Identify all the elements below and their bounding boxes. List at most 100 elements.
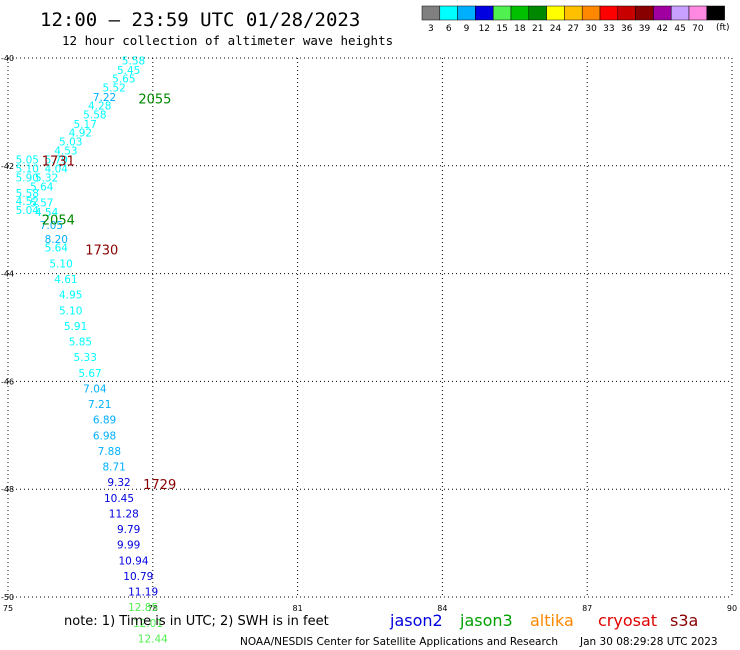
pass-time-label: 1729 [143,478,176,493]
wave-height-value: 5.10 [16,163,39,175]
colorbar-swatch [439,5,458,21]
wave-height-value: 5.67 [78,368,101,380]
wave-height-value: 5.52 [102,83,125,95]
wave-height-value: 7.04 [83,383,107,395]
colorbar-tick: 18 [514,24,526,34]
longitude-ticks: 75 78 81 84 87 90 [3,604,737,613]
colorbar-tick: 42 [657,24,668,34]
wave-height-value: 6.98 [93,430,116,442]
colorbar-swatch [564,5,583,21]
colorbar-tick: 45 [674,24,685,34]
wave-height-value: 5.03 [59,137,82,149]
wave-height-value: 12.01 [133,618,163,630]
mission-legend: jason2 jason3 altika cryosat s3a [389,611,698,630]
wave-height-value: 4.53 [54,146,77,158]
mission-label-altika: altika [530,611,574,630]
footer-credit: NOAA/NESDIS Center for Satellite Applica… [240,636,558,648]
wave-height-value: 10.94 [118,555,148,567]
chart-subtitle: 12 hour collection of altimeter wave hei… [62,33,393,48]
wave-height-value: 11.19 [128,587,158,599]
colorbar-swatch [617,5,636,21]
wave-height-value: 5.64 [30,181,54,193]
wave-height-value: 5.33 [74,352,97,364]
pass-time-labels: 2055 1731 2054 1730 1729 [42,92,176,492]
colorbar-swatch [653,5,672,21]
colorbar-tick: 36 [621,24,633,34]
colorbar-tick: 21 [532,24,543,34]
wave-height-value: 5.32 [35,173,58,185]
footer-note: note: 1) Time is in UTC; 2) SWH is in fe… [64,614,329,629]
colorbar-tick: 12 [479,24,490,34]
map-grid [7,57,733,598]
wave-height-value: 5.10 [49,258,72,270]
mission-label-s3a: s3a [670,611,698,630]
wave-height-value: 5.90 [16,173,39,185]
wave-height-value: 4.92 [69,127,92,139]
wave-height-value: 5.05 [16,154,39,166]
footer-timestamp: Jan 30 08:29:28 UTC 2023 [579,636,718,648]
lon-tick-label: 87 [582,604,592,613]
lon-tick-label: 90 [727,604,737,613]
wave-height-value: 10.45 [104,493,134,505]
colorbar-tick: 33 [603,24,614,34]
colorbar-tick: 24 [550,24,562,34]
mission-label-jason3: jason3 [459,611,513,630]
wave-height-value: 7.05 [40,220,63,232]
wave-height-value: 4.04 [45,163,69,175]
pass-time-label: 2055 [138,92,171,107]
wave-height-value: 4.61 [54,274,77,286]
colorbar-tick: 39 [639,24,651,34]
colorbar-tick: 30 [585,24,597,34]
lon-tick-label: 78 [148,604,158,613]
mission-label-cryosat: cryosat [598,611,657,630]
wave-height-value: 10.79 [123,571,153,583]
colorbar-swatch [706,5,725,21]
wave-height-value: 4.52 [16,196,39,208]
wave-height-value: 4.95 [59,290,82,302]
wave-height-value: 5.85 [69,337,92,349]
lon-tick-label: 84 [437,604,447,613]
lat-tick-label: -46 [1,377,14,386]
wave-height-value: 5.45 [117,65,140,77]
colorbar-swatch [475,5,494,21]
wave-height-value: 12.44 [138,634,168,646]
wave-height-value: 12.85 [128,602,158,614]
wave-height-points: 5.585.455.655.527.224.285.585.174.925.03… [16,56,169,650]
wave-height-value: 5.91 [64,321,87,333]
colorbar-swatch [528,5,547,21]
wave-height-value: 7.22 [93,92,116,104]
lat-tick-label: -50 [1,593,14,602]
colorbar-tick: 15 [496,24,507,34]
wave-height-value: 5.57 [30,197,53,209]
colorbar-swatch [492,5,512,21]
colorbar-swatch [510,5,530,21]
latitude-ticks: -40 -42 -44 -46 -48 -50 [1,54,14,602]
wave-height-value: 6.89 [93,415,116,427]
wave-height-value: 7.88 [98,446,121,458]
lat-tick-label: -42 [1,162,14,171]
lon-tick-label: 81 [293,604,303,613]
wave-height-value: 5.58 [16,188,39,200]
wave-height-value: 4.54 [35,207,59,219]
wave-height-value: 5.58 [122,56,145,68]
wave-height-value: 8.20 [45,234,68,246]
wave-height-value: 7.21 [88,399,111,411]
pass-time-label: 1730 [85,243,118,258]
colorbar-swatch [635,5,654,21]
colorbar-swatch [546,5,565,21]
pass-time-label: 1731 [42,154,75,169]
wave-height-value: 9.32 [107,477,130,489]
pass-time-label: 2054 [42,214,75,229]
colorbar-swatch [688,5,708,21]
wave-height-value: 5.10 [59,305,82,317]
lat-tick-label: -44 [1,270,14,279]
colorbar-swatch [670,5,690,21]
colorbar-tick: 70 [692,24,704,34]
wave-height-value: 5.04 [16,205,40,217]
colorbar-swatch [581,5,601,21]
wave-height-value: 8.71 [102,462,125,474]
wave-height-value: 5.64 [45,243,69,255]
colorbar-unit: (ft) [716,23,730,33]
wave-height-value: 5.58 [83,110,106,122]
